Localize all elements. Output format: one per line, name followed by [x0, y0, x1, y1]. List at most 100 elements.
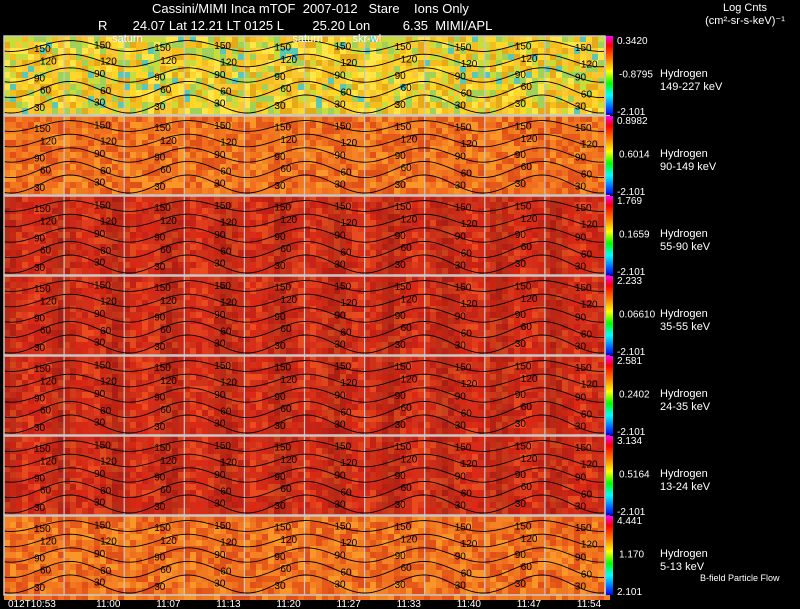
- heatmap-cell: [220, 84, 226, 90]
- heatmap-cell: [178, 262, 184, 268]
- heatmap-cell: [466, 202, 472, 208]
- chart-title: Cassini/MIMI Inca mTOF 2007-012 Stare Io…: [152, 1, 469, 16]
- heatmap-cell: [370, 196, 376, 202]
- heatmap-cell: [400, 54, 406, 60]
- heatmap-cell: [190, 214, 196, 220]
- heatmap-cell: [490, 72, 496, 78]
- heatmap-cell: [484, 294, 490, 300]
- heatmap-cell: [310, 220, 316, 226]
- heatmap-cell: [562, 250, 568, 256]
- heatmap-cell: [76, 182, 82, 188]
- contour-label: 60: [341, 168, 353, 179]
- heatmap-cell: [550, 60, 556, 66]
- heatmap-cell: [250, 72, 256, 78]
- heatmap-cell: [598, 238, 604, 244]
- heatmap-cell: [34, 256, 40, 262]
- heatmap-cell: [262, 108, 268, 114]
- heatmap-cell: [472, 102, 478, 108]
- heatmap-cell: [478, 196, 484, 202]
- heatmap-cell: [154, 146, 160, 152]
- heatmap-cell: [310, 256, 316, 262]
- heatmap-cell: [208, 176, 214, 182]
- heatmap-cell: [598, 42, 604, 48]
- heatmap-cell: [208, 288, 214, 294]
- heatmap-cell: [478, 90, 484, 96]
- heatmap-cell: [562, 300, 568, 306]
- heatmap-cell: [388, 108, 394, 114]
- heatmap-cell: [184, 66, 190, 72]
- heatmap-cell: [346, 220, 352, 226]
- heatmap-cell: [82, 214, 88, 220]
- heatmap-cell: [358, 54, 364, 60]
- heatmap-cell: [574, 140, 580, 146]
- heatmap-cell: [304, 122, 310, 128]
- heatmap-cell: [418, 152, 424, 158]
- heatmap-cell: [346, 208, 352, 214]
- heatmap-cell: [574, 170, 580, 176]
- heatmap-cell: [274, 164, 280, 170]
- heatmap-cell: [238, 294, 244, 300]
- heatmap-cell: [196, 250, 202, 256]
- heatmap-cell: [352, 102, 358, 108]
- heatmap-cell: [172, 262, 178, 268]
- heatmap-cell: [94, 108, 100, 114]
- contour-label: 60: [40, 86, 52, 97]
- heatmap-cell: [10, 268, 16, 274]
- heatmap-cell: [292, 214, 298, 220]
- heatmap-cell: [532, 134, 538, 140]
- heatmap-cell: [88, 188, 94, 194]
- heatmap-cell: [190, 176, 196, 182]
- heatmap-cell: [58, 134, 64, 140]
- heatmap-cell: [526, 84, 532, 90]
- heatmap-cell: [28, 232, 34, 238]
- heatmap-cell: [286, 152, 292, 158]
- heatmap-cell: [220, 188, 226, 194]
- heatmap-cell: [424, 36, 430, 42]
- heatmap-cell: [376, 48, 382, 54]
- heatmap-cell: [574, 268, 580, 274]
- heatmap-cell: [280, 78, 286, 84]
- heatmap-cell: [484, 42, 490, 48]
- heatmap-cell: [88, 140, 94, 146]
- heatmap-cell: [70, 102, 76, 108]
- heatmap-cell: [382, 202, 388, 208]
- heatmap-cell: [112, 262, 118, 268]
- heatmap-cell: [400, 116, 406, 122]
- heatmap-cell: [442, 54, 448, 60]
- heatmap-cell: [232, 250, 238, 256]
- heatmap-cell: [406, 116, 412, 122]
- heatmap-cell: [94, 152, 100, 158]
- heatmap-cell: [520, 208, 526, 214]
- heatmap-cell: [496, 170, 502, 176]
- heatmap-cell: [496, 202, 502, 208]
- heatmap-cell: [196, 256, 202, 262]
- heatmap-cell: [274, 128, 280, 134]
- heatmap-cell: [370, 262, 376, 268]
- heatmap-cell: [16, 140, 22, 146]
- heatmap-cell: [184, 214, 190, 220]
- heatmap-cell: [508, 96, 514, 102]
- heatmap-cell: [508, 226, 514, 232]
- heatmap-cell: [544, 90, 550, 96]
- heatmap-cell: [238, 72, 244, 78]
- heatmap-cell: [160, 268, 166, 274]
- heatmap-cell: [148, 244, 154, 250]
- heatmap-cell: [304, 282, 310, 288]
- heatmap-cell: [118, 256, 124, 262]
- heatmap-cell: [460, 276, 466, 282]
- heatmap-cell: [142, 256, 148, 262]
- heatmap-cell: [370, 66, 376, 72]
- heatmap-cell: [64, 158, 70, 164]
- heatmap-cell: [22, 158, 28, 164]
- heatmap-cell: [454, 256, 460, 262]
- heatmap-cell: [280, 226, 286, 232]
- heatmap-cell: [508, 78, 514, 84]
- heatmap-cell: [58, 288, 64, 294]
- heatmap-cell: [460, 288, 466, 294]
- heatmap-cell: [16, 226, 22, 232]
- heatmap-cell: [454, 300, 460, 306]
- heatmap-cell: [298, 42, 304, 48]
- heatmap-cell: [100, 170, 106, 176]
- heatmap-cell: [586, 256, 592, 262]
